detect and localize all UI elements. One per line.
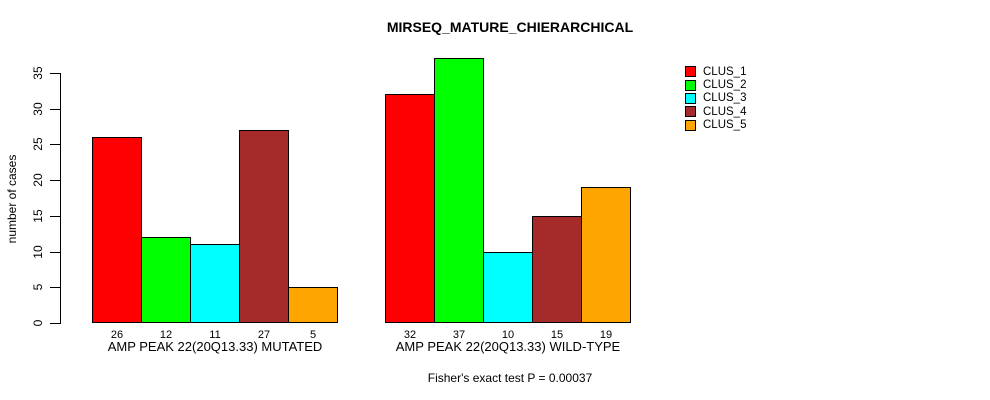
legend-row-clus_1: CLUS_1 [685,65,746,78]
y-axis-tick-label: 30 [31,101,45,116]
bar-value-label: 5 [309,329,317,341]
y-axis-tick-label: 0 [31,319,45,327]
y-axis-tick-label: 15 [31,209,45,223]
y-axis-tick [50,287,60,289]
bar-clus_1-group1 [92,137,142,323]
bar-value-label: 11 [209,329,221,341]
legend-swatch-clus_3 [685,92,696,104]
bar-clus_2-group1 [141,237,191,323]
y-axis-tick [50,72,60,74]
legend-label: CLUS_5 [703,119,747,132]
legend-row-clus_4: CLUS_4 [685,105,746,118]
y-axis-line [60,72,61,324]
bar-value-label: 15 [550,329,564,341]
y-axis-tick [50,323,60,324]
y-axis-tick [50,108,60,110]
y-axis-tick [50,251,60,253]
bar-value-label: 26 [110,329,124,341]
y-axis-tick [50,144,60,146]
y-axis-tick-label: 20 [31,173,45,187]
bar-value-label: 12 [159,329,173,341]
bar-value-label: 10 [501,329,515,341]
y-axis-tick-label: 35 [31,66,45,80]
bar-clus_1-group2 [385,94,435,323]
y-axis-tick-label: 5 [31,283,45,291]
y-axis-tick [50,180,60,181]
legend-row-clus_3: CLUS_3 [685,92,746,105]
bar-value-label: 32 [403,329,417,341]
y-axis-tick [50,215,60,217]
legend-swatch-clus_4 [685,106,696,118]
category-label: AMP PEAK 22(20Q13.33) WILD-TYPE [395,339,621,354]
legend-row-clus_2: CLUS_2 [685,78,746,91]
bar-clus_5-group2 [581,187,631,323]
bar-value-label: 27 [257,329,271,341]
legend-label: CLUS_1 [703,65,747,78]
legend-label: CLUS_2 [703,79,747,92]
y-axis-tick-label: 25 [31,137,45,151]
fisher-test-annotation: Fisher's exact test P = 0.00037 [427,371,593,385]
legend-label: CLUS_3 [703,92,747,105]
bar-clus_4-group1 [239,129,289,323]
y-axis-label: number of cases [5,154,19,244]
bar-clus_4-group2 [532,215,582,323]
chart-title: MIRSEQ_MATURE_CHIERARCHICAL [386,19,634,35]
legend-swatch-clus_1 [685,66,696,78]
legend-swatch-clus_2 [685,79,696,91]
legend-label: CLUS_4 [703,105,747,118]
category-label: AMP PEAK 22(20Q13.33) MUTATED [107,339,323,354]
y-axis-tick-label: 10 [31,244,45,259]
legend-swatch-clus_5 [685,119,696,131]
bar-value-label: 19 [599,329,613,341]
legend: CLUS_1 CLUS_2 CLUS_3 CLUS_4 CLUS_5 [685,65,746,132]
bar-value-label: 37 [452,329,466,341]
bar-clus_3-group2 [483,251,533,323]
bar-clus_5-group1 [288,287,338,323]
bar-clus_2-group2 [434,58,484,323]
bar-clus_3-group1 [190,244,240,323]
legend-row-clus_5: CLUS_5 [685,119,746,132]
